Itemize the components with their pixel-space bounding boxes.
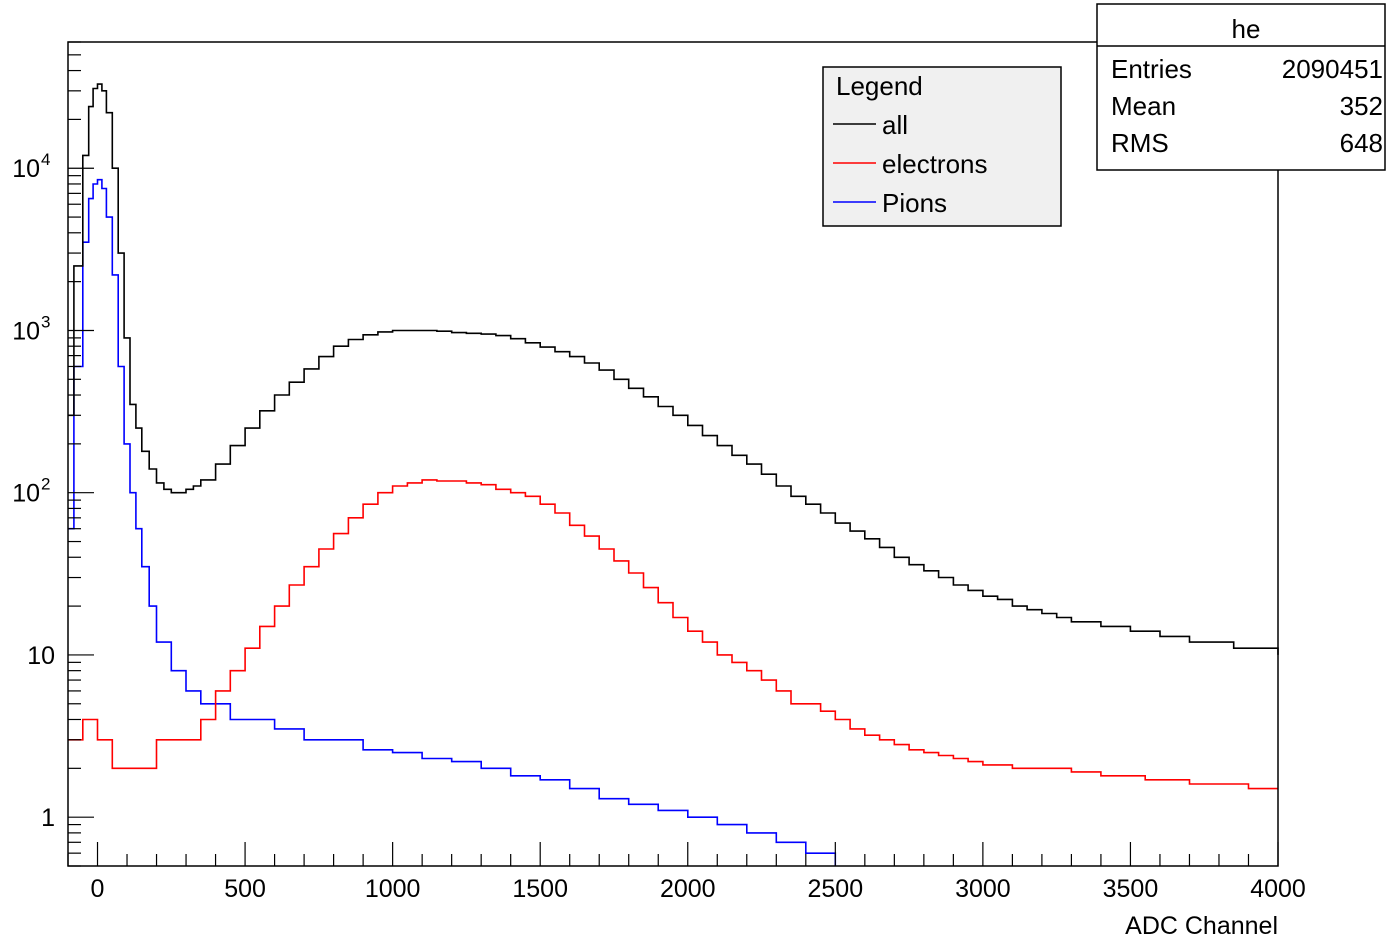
series-pions-line: [68, 178, 837, 866]
stats-label-mean: Mean: [1111, 91, 1176, 121]
x-tick-label: 3500: [1103, 875, 1159, 903]
series-all-line: [68, 83, 1279, 655]
series-layer: [68, 83, 1279, 866]
stats-value-rms: 648: [1340, 128, 1383, 158]
x-tick-label: 2500: [808, 875, 864, 903]
x-tick-label: 2000: [660, 875, 716, 903]
y-tick-label: 10: [27, 642, 55, 670]
stats-box: he Entries 2090451 Mean 352 RMS 648: [1096, 3, 1386, 171]
legend-label-all: all: [882, 110, 908, 140]
y-tick-label: 10: [12, 317, 40, 345]
legend-label-electrons: electrons: [882, 149, 988, 179]
x-tick-label: 4000: [1250, 875, 1306, 903]
stats-label-entries: Entries: [1111, 54, 1192, 84]
x-tick-label: 500: [224, 875, 266, 903]
x-tick-label: 1000: [365, 875, 421, 903]
y-tick-exponent: 2: [41, 475, 50, 494]
y-tick-exponent: 4: [41, 150, 50, 169]
stats-label-rms: RMS: [1111, 128, 1169, 158]
stats-title: he: [1232, 14, 1261, 44]
stats-frame: [1096, 3, 1386, 171]
legend-title: Legend: [836, 71, 923, 101]
y-tick-label: 10: [12, 155, 40, 183]
y-tick-label: 1: [41, 804, 55, 832]
y-tick-exponent: 3: [41, 312, 50, 331]
x-tick-label: 1500: [512, 875, 568, 903]
series-electrons-line: [68, 479, 1278, 790]
stats-value-mean: 352: [1340, 91, 1383, 121]
x-tick-label: 3000: [955, 875, 1011, 903]
x-axis-label: ADC Channel: [1125, 912, 1278, 940]
y-tick-label: 10: [12, 480, 40, 508]
legend-frame: [822, 66, 1062, 227]
plot-frame: [67, 41, 1279, 867]
legend-box: Legend all electrons Pions: [822, 66, 1062, 227]
legend-label-pions: Pions: [882, 188, 947, 218]
x-tick-label: 0: [91, 875, 105, 903]
stats-value-entries: 2090451: [1282, 54, 1383, 84]
